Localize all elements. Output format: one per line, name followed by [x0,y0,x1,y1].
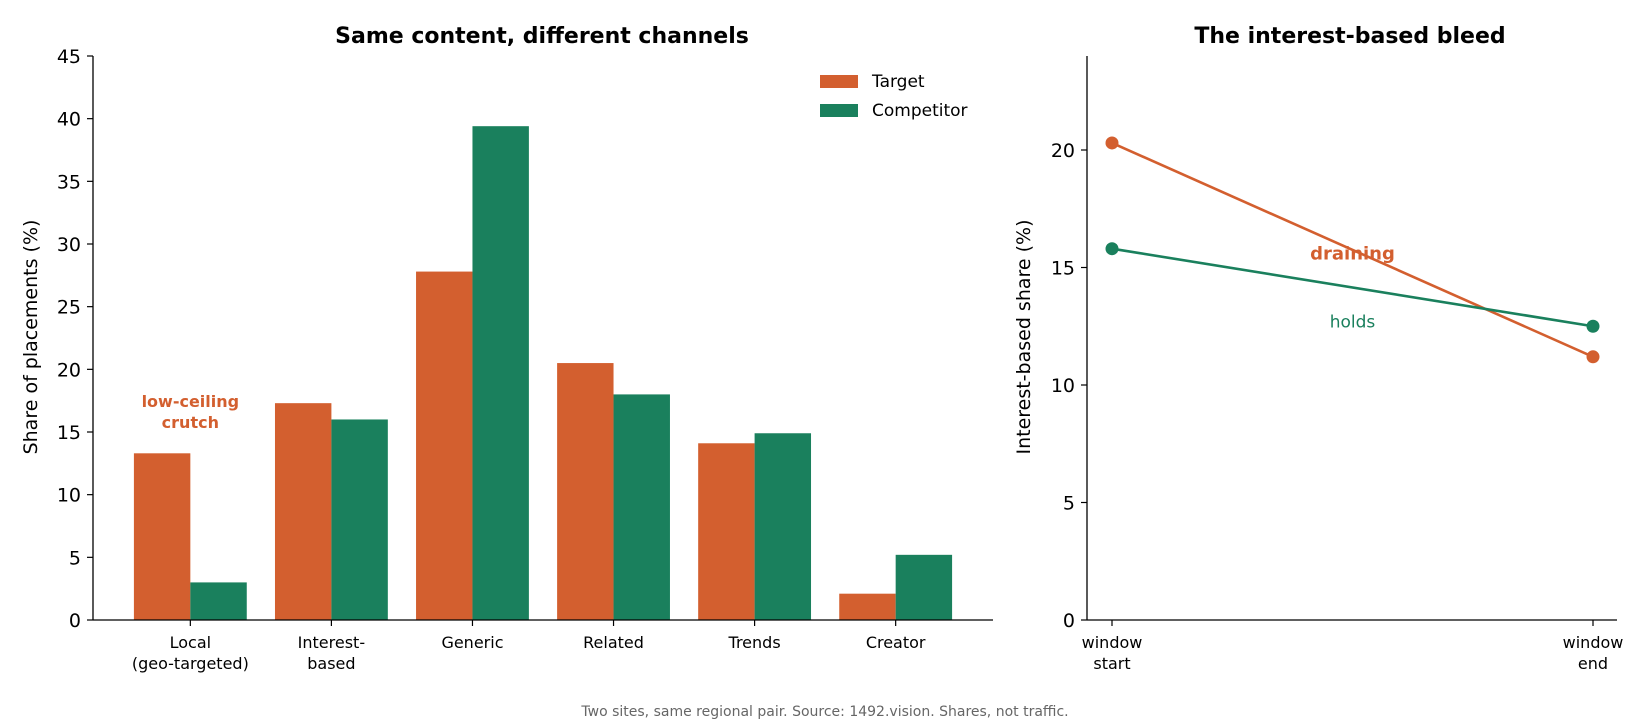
bar-target-2 [416,271,473,620]
line-y-tick-label: 20 [1051,140,1075,162]
legend-swatch-competitor [820,104,858,117]
bar-y-tick-label: 5 [69,547,81,569]
bar-category-label-line: Related [583,633,644,652]
line-point-competitor-0 [1105,242,1119,256]
legend-label-target: Target [871,72,925,92]
line-y-tick-label: 0 [1063,610,1075,632]
bar-target-3 [557,363,614,620]
bar-category-label: Trends [728,633,781,652]
bar-target-5 [839,593,896,620]
line-series-target [1111,141,1594,358]
bar-y-tick-label: 10 [57,485,81,507]
bar-annotation-line: crutch [162,413,219,432]
line-chart: The interest-based bleed Interest-based … [1013,24,1623,673]
bar-chart: Same content, different channels Share o… [20,24,993,673]
bar-category-label-line: Trends [728,633,781,652]
bar-target-0 [133,453,191,620]
line-y-tick-label: 5 [1063,493,1075,515]
line-series-competitor [1111,247,1594,328]
line-annotation-holds: holds [1330,313,1376,333]
bar-category-label-line: (geo-targeted) [132,654,249,673]
bar-category-label: Creator [866,633,926,652]
bar-competitor-3 [613,394,670,620]
line-chart-title: The interest-based bleed [1194,24,1505,49]
line-chart-y-axis-label: Interest-based share (%) [1013,219,1035,454]
bar-chart-legend: Target Competitor [820,72,968,121]
bar-chart-y-axis-label: Share of placements (%) [20,220,42,455]
bar-category-label-line: Local [170,633,211,652]
bar-target-1 [274,403,332,620]
bar-y-tick-label: 45 [57,46,81,68]
bar-category-label: Interest-based [298,633,365,673]
bar-competitor-0 [190,582,247,620]
bar-y-tick-label: 20 [57,359,81,381]
line-point-target-0 [1105,136,1119,150]
line-x-tick-label-line: start [1093,654,1130,673]
bar-y-tick-label: 35 [57,171,81,193]
line-x-tick-label-line: end [1578,654,1608,673]
bar-category-label: Generic [441,633,503,652]
bar-y-tick-label: 0 [69,610,81,632]
bar-category-label-line: Generic [441,633,503,652]
line-point-target-1 [1586,350,1600,364]
bar-y-tick-label: 30 [57,234,81,256]
line-x-tick-label-line: window [1082,633,1143,652]
bar-category-label-line: Interest- [298,633,365,652]
line-y-tick-label: 15 [1051,258,1075,280]
bar-y-tick-label: 40 [57,109,81,131]
bar-competitor-1 [331,419,388,620]
line-annotation-draining: draining [1310,243,1395,264]
bar-competitor-2 [472,126,529,620]
bar-category-label: Local (geo-targeted) [132,633,249,673]
bar-y-tick-label: 15 [57,422,81,444]
line-y-tick-label: 10 [1051,375,1075,397]
bar-category-label: Related [583,633,644,652]
legend-label-competitor: Competitor [872,101,968,121]
line-x-tick-label: window start [1082,633,1143,673]
bar-target-4 [698,443,755,620]
bar-chart-title: Same content, different channels [335,24,749,49]
line-point-competitor-1 [1586,319,1600,333]
line-x-tick-label: window end [1563,633,1624,673]
bar-competitor-4 [754,433,812,620]
figure-caption: Two sites, same regional pair. Source: 1… [580,704,1068,720]
bar-annotation-line: low-ceiling [142,392,240,411]
bar-competitor-5 [895,554,953,620]
bar-category-label-line: Creator [866,633,926,652]
legend-swatch-target [820,75,858,88]
line-x-tick-label-line: window [1563,633,1624,652]
bar-annotation: low-ceiling crutch [142,392,240,432]
bar-category-label-line: based [307,654,355,673]
bar-y-tick-label: 25 [57,297,81,319]
